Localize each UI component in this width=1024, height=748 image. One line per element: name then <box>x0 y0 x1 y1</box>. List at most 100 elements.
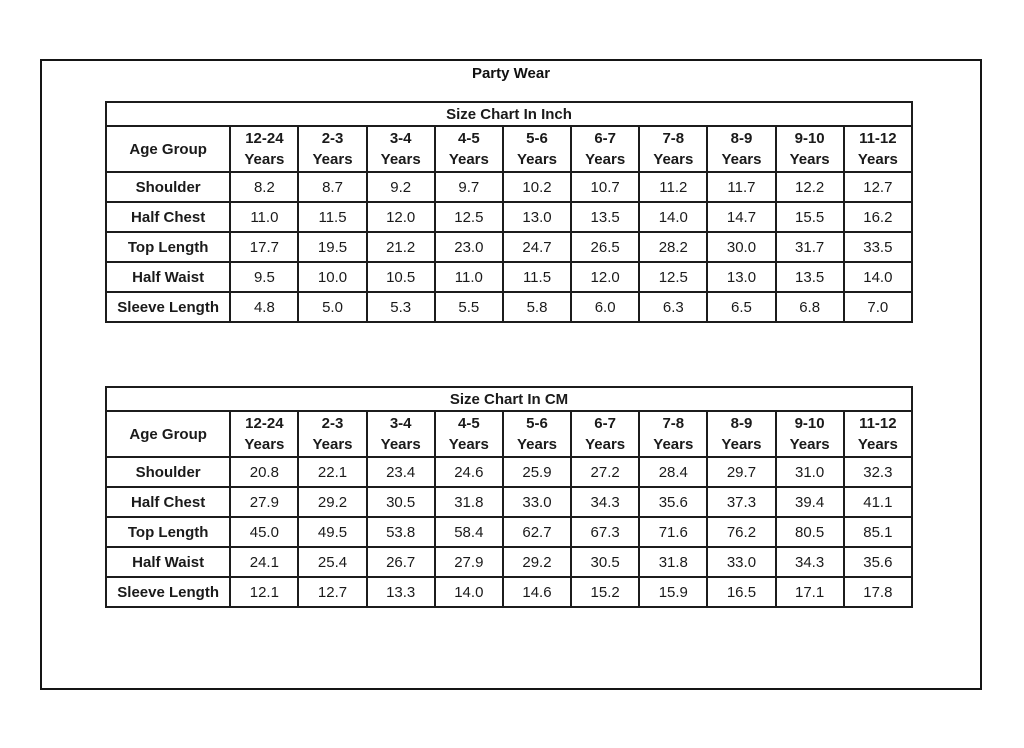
cell-value: 24.1 <box>229 546 300 578</box>
cell-value: 6.0 <box>570 291 641 323</box>
cell-value: 5.0 <box>297 291 368 323</box>
cell-value: 29.2 <box>297 486 368 518</box>
cell-value: 12.2 <box>774 171 845 203</box>
cell-value: 27.2 <box>570 456 641 488</box>
cell-value: 25.4 <box>297 546 368 578</box>
page-title: Party Wear <box>471 65 551 82</box>
cell-value: 22.1 <box>297 456 368 488</box>
column-header: 11-12 Years <box>842 125 914 173</box>
cell-value: 12.0 <box>570 261 641 293</box>
cell-value: 67.3 <box>570 516 641 548</box>
cell-value: 41.1 <box>842 486 914 518</box>
cell-value: 15.9 <box>638 576 709 608</box>
cell-value: 6.5 <box>706 291 777 323</box>
table-row: Shoulder 20.8 22.1 23.4 24.6 25.9 27.2 28.4 29.7… <box>104 456 914 488</box>
cell-value: 11.7 <box>706 171 777 203</box>
cell-value: 20.8 <box>229 456 300 488</box>
cell-value: 25.9 <box>501 456 573 488</box>
cell-value: 13.3 <box>365 576 436 608</box>
table-row: Top Length 17.7 19.5 21.2 23.0 24.7 26.5 28.2 30… <box>104 231 914 263</box>
cell-value: 12.7 <box>842 171 914 203</box>
cell-value: 13.5 <box>570 201 641 233</box>
age-group-header: Age Group <box>104 410 232 458</box>
cell-value: 30.5 <box>570 546 641 578</box>
cell-value: 26.5 <box>570 231 641 263</box>
cell-value: 34.3 <box>774 546 845 578</box>
table-row: Half Waist 9.5 10.0 10.5 11.0 11.5 12.0 12.5 13.… <box>104 261 914 293</box>
cell-value: 37.3 <box>706 486 777 518</box>
column-header: 2-3 Years <box>297 125 368 173</box>
row-label: Top Length <box>104 516 232 548</box>
cell-value: 16.2 <box>842 201 914 233</box>
cell-value: 11.5 <box>501 261 573 293</box>
cell-value: 62.7 <box>501 516 573 548</box>
cell-value: 11.2 <box>638 171 709 203</box>
row-label: Shoulder <box>104 456 232 488</box>
column-header: 7-8 Years <box>638 125 709 173</box>
cell-value: 10.2 <box>501 171 573 203</box>
cell-value: 17.8 <box>842 576 914 608</box>
cell-value: 39.4 <box>774 486 845 518</box>
cell-value: 6.8 <box>774 291 845 323</box>
column-header: 5-6 Years <box>501 410 573 458</box>
cell-value: 6.3 <box>638 291 709 323</box>
cell-value: 10.5 <box>365 261 436 293</box>
cell-value: 12.1 <box>229 576 300 608</box>
table-row: Half Chest 27.9 29.2 30.5 31.8 33.0 34.3 35.6 37… <box>104 486 914 518</box>
cell-value: 11.5 <box>297 201 368 233</box>
cell-value: 19.5 <box>297 231 368 263</box>
column-header: 6-7 Years <box>570 125 641 173</box>
table-row: Half Waist 24.1 25.4 26.7 27.9 29.2 30.5 31.8 33… <box>104 546 914 578</box>
cell-value: 11.0 <box>433 261 504 293</box>
column-header: 12-24 Years <box>229 410 300 458</box>
cell-value: 26.7 <box>365 546 436 578</box>
cell-value: 85.1 <box>842 516 914 548</box>
cell-value: 27.9 <box>433 546 504 578</box>
cell-value: 27.9 <box>229 486 300 518</box>
cell-value: 5.3 <box>365 291 436 323</box>
cell-value: 15.5 <box>774 201 845 233</box>
table-row: Sleeve Length 12.1 12.7 13.3 14.0 14.6 15.2 15.… <box>104 576 914 608</box>
table-row: Half Chest 11.0 11.5 12.0 12.5 13.0 13.5 14.0 14… <box>104 201 914 233</box>
cell-value: 14.0 <box>638 201 709 233</box>
cell-value: 17.7 <box>229 231 300 263</box>
cell-value: 11.0 <box>229 201 300 233</box>
cell-value: 33.5 <box>842 231 914 263</box>
cell-value: 7.0 <box>842 291 914 323</box>
cell-value: 71.6 <box>638 516 709 548</box>
age-group-header-row: Age Group 12-24 Years 2-3 Years 3-4 Years 4-… <box>104 125 914 173</box>
cell-value: 21.2 <box>365 231 436 263</box>
cell-value: 28.2 <box>638 231 709 263</box>
cell-value: 45.0 <box>229 516 300 548</box>
column-header: 2-3 Years <box>297 410 368 458</box>
cell-value: 31.8 <box>638 546 709 578</box>
cell-value: 12.5 <box>638 261 709 293</box>
cell-value: 33.0 <box>501 486 573 518</box>
column-header: 4-5 Years <box>433 125 504 173</box>
column-header: 8-9 Years <box>706 125 777 173</box>
row-label: Shoulder <box>104 171 232 203</box>
document-frame: Party Wear Size Chart In Inch Age Group 12… <box>40 59 982 690</box>
column-header: 3-4 Years <box>365 125 436 173</box>
cell-value: 5.5 <box>433 291 504 323</box>
row-label: Half Waist <box>104 546 232 578</box>
cell-value: 12.5 <box>433 201 504 233</box>
column-header: 9-10 Years <box>774 410 845 458</box>
row-label: Half Waist <box>104 261 232 293</box>
cell-value: 9.7 <box>433 171 504 203</box>
cell-value: 14.7 <box>706 201 777 233</box>
size-chart-inch-table: Size Chart In Inch Age Group 12-24 Years 2-… <box>104 101 914 323</box>
column-header: 9-10 Years <box>774 125 845 173</box>
cell-value: 53.8 <box>365 516 436 548</box>
cell-value: 31.8 <box>433 486 504 518</box>
cell-value: 14.0 <box>842 261 914 293</box>
cell-value: 12.0 <box>365 201 436 233</box>
cell-value: 13.0 <box>501 201 573 233</box>
column-header: 12-24 Years <box>229 125 300 173</box>
cell-value: 35.6 <box>842 546 914 578</box>
cell-value: 15.2 <box>570 576 641 608</box>
cell-value: 80.5 <box>774 516 845 548</box>
column-header: 6-7 Years <box>570 410 641 458</box>
cell-value: 24.6 <box>433 456 504 488</box>
cell-value: 10.0 <box>297 261 368 293</box>
